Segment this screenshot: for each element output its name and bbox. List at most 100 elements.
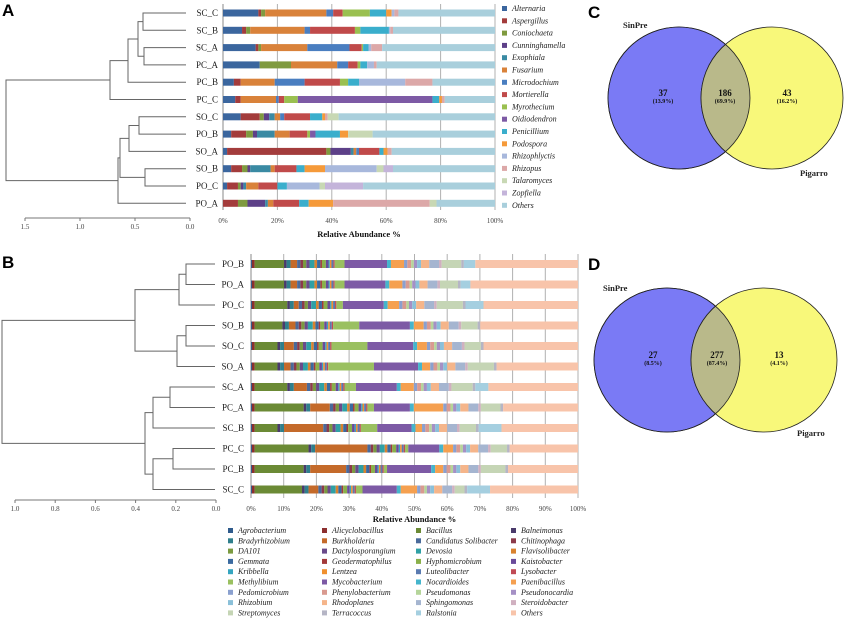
bar-segment-chitinophaga: PC_A Chitinophaga: 0.8% [333,403,336,412]
bar-segment-sphingomonas: SC_B Sphingomonas: 3.0% [447,424,458,432]
sample-label: SO_B [196,164,218,174]
bar-segment-fusarium: PC_C Fusarium: 13.0% [240,96,277,103]
bar-segment-lysobacter: PO_C Lysobacter: 0.4% [335,301,337,309]
sample-label: PO_C [196,181,218,191]
bar-segment-da101: PO_B DA101: 1.0% [302,260,307,268]
bar-segment-others: PO_A Others: 32.9% [470,280,578,289]
bar-segment-others: PO_C Others: 28.9% [483,301,578,309]
bar-segment-burkholderia: SO_C Burkholderia: 3.0% [284,342,294,350]
legend-label: Lentzea [331,567,357,576]
bar-segment-alternaria: PC_C Alternaria: 4.5% [223,96,236,103]
dendrogram-branch [152,396,215,429]
bar-segment-cunninghamella: PO_C Cunninghamella: 1.0% [240,182,244,190]
bar-segment-others: PC_C Others: 18.5% [444,96,495,103]
bar-segment-luteolibacter: PO_C Luteolibacter: 0.6% [333,301,336,309]
bar-segment-pseudonocardia: PC_C Pseudonocardia: 1.0% [462,444,467,453]
bar-segment-streptomyces: PO_B Streptomyces: 6.0% [441,260,462,268]
bar-segment-ralstonia: SC_A Ralstonia: 4.0% [475,383,489,391]
bar-segment-mortierella: SO_B Mortierella: 8.0% [274,165,297,173]
bar-segment-da101: PC_B DA101: 1.0% [352,465,356,473]
bar-segment-pseudomonas: SC_C Pseudomonas: 0.8% [424,485,427,494]
legend-swatch [228,600,233,606]
dendrogram-tick-label: 1.0 [11,505,20,513]
panel-d-venn: 27(8.5%) 277(87.4%) 13(4.1%) SinPre Pigarro [593,283,838,438]
bar-segment-fusarium: SO_A Fusarium: 1.0% [353,147,357,155]
dendrogram-tick-label: 1.0 [76,223,85,231]
bar-segment-pseudonocardia: SC_C Pseudonocardia: 1.0% [426,485,431,494]
bar-segment-gemmata: SC_A Gemmata: 1.0% [326,383,331,391]
x-tick-label: 30% [343,505,356,513]
bar-segment-nocardioides: SC_C Nocardioides: 1.2% [396,485,401,494]
sample-label: PC_A [196,60,219,70]
bar-segment-lysobacter: PO_A Lysobacter: 0.4% [333,280,335,289]
legend-label: Agrobacterium [237,526,286,535]
sample-label: PC_A [222,403,245,413]
bar-segment-steroidobacter: PC_C Steroidobacter: 0.8% [488,444,491,453]
bar-segment-methylibium: SC_A Methylibium: 3.5% [344,383,356,391]
bar-segment-bradyrhizobium: SO_B Bradyrhizobium: 1.2% [285,321,289,330]
bar-segment-microdochium: SC_C Microdochium: 2.5% [326,9,334,17]
bar-segment-balneimonas: SO_B Balneimonas: 0.8% [282,321,286,330]
bar-segment-penicillium: SO_B Penicillium: 3.0% [296,165,305,173]
panel-label-c: C [588,3,600,22]
bar-segment-kribbella: PO_B Kribbella: 0.4% [328,260,330,268]
bar-segment-steroidobacter: SO_A Steroidobacter: 0.8% [465,362,468,371]
legend-swatch [322,528,327,533]
bar-segment-devosia: SC_A Devosia: 1.5% [319,383,325,391]
bar-segment-pedomicrobium: SC_B Pedomicrobium: 1.0% [422,424,426,432]
legend-swatch [228,548,233,554]
bar-segment-rhizophlyctis: PO_C Rhizophlyctis: 12.0% [286,182,320,190]
bar-segment-terracoccus: PO_C Terracoccus: 0.8% [462,301,466,309]
venn-count-shared: 277 [710,350,724,360]
bar-segment-podospora: PC_C Podospora: 1.0% [439,96,442,103]
bar-segment-dactylosporangium: PC_C Dactylosporangium: 1.0% [376,444,380,453]
bar-segment-geodermatophilus: PO_A Geodermatophilus: 0.5% [320,280,322,289]
bar-segment-others: PC_C Others: 20.9% [509,444,578,453]
bar-segment-zopfiella: SO_B Zopfiella: 3.5% [383,165,393,173]
venn-count-shared: 186 [718,88,732,98]
bar-segment-gemmata: SC_C Gemmata: 1.0% [338,485,342,494]
bar-segment-penicillium: PO_C Penicillium: 3.5% [277,182,287,190]
bar-segment-bradyrhizobium: SO_A Bradyrhizobium: 1.2% [280,362,285,371]
legend-label: Rhizobium [237,598,272,607]
bar-segment-kaistobacter: SO_B Kaistobacter: 0.8% [324,321,327,330]
legend-swatch [322,569,327,575]
bar-segment-streptomyces: PO_A Streptomyces: 5.5% [440,280,458,289]
bar-segment-bradyrhizobium: PC_B Bradyrhizobium: 1.2% [306,465,311,473]
x-tick-label: 100% [487,217,504,225]
bar-segment-pseudomonas: PO_B Pseudomonas: 0.8% [411,260,414,268]
bar-segment-bradyrhizobium: PO_C Bradyrhizobium: 1.2% [289,301,294,309]
bar-segment-flavisolibacter: SO_B Flavisolibacter: 0.8% [312,321,316,330]
bar-segment-balneimonas: PO_B Balneimonas: 0.8% [284,260,287,268]
bar-segment-methylibium: PO_B Methylibium: 3.0% [334,260,345,268]
bar-segment-dactylosporangium: SO_B Dactylosporangium: 1.0% [304,321,308,330]
bar-segment-steroidobacter: SO_B Steroidobacter: 0.8% [458,321,462,330]
bar-segment-candidatus-solibacter: SO_A Candidatus Solibacter: 1.0% [290,362,294,371]
bar-segment-ralstonia: PO_B Ralstonia: 3.5% [463,260,476,268]
legend-label: Coniochaeta [512,29,553,38]
dendrogram-tick-label: 0.8 [51,505,60,513]
bar-segment-lysobacter: SO_A Lysobacter: 0.4% [326,362,329,371]
legend-swatch [416,569,421,575]
bar-segment-rhodoplanes: PO_A Rhodoplanes: 2.5% [419,280,428,289]
dendrogram-branch [185,263,215,285]
bar-segment-alternaria: PO_C Alternaria: 1.5% [223,182,228,190]
sample-label: PO_B [222,259,244,269]
venn-percent-right-only: (4.1%) [770,360,788,367]
legend-swatch [228,538,233,544]
bar-segment-kribbella: PO_C Kribbella: 0.4% [330,301,332,309]
bar-segment-hyphomicrobium: SO_C Hyphomicrobium: 1.2% [318,342,323,350]
bar-segment-sphingomonas: PC_A Sphingomonas: 3.0% [468,403,479,412]
bar-segment-da101: SC_C DA101: 1.0% [324,485,328,494]
bar-segment-dactylosporangium: SO_C Dactylosporangium: 1.0% [302,342,307,350]
bar-segment-fusarium: PO_A Fusarium: 2.0% [267,199,274,207]
x-tick-label: 0% [218,217,228,225]
bar-segment-flavisolibacter: SO_A Flavisolibacter: 0.8% [307,362,311,371]
bar-segment-rhizophlyctis: SC_A Rhizophlyctis: 1.0% [368,44,372,52]
bar-segment-phenylobacterium: PO_A Phenylobacterium: 1.2% [405,280,410,289]
bar-segment-flavisolibacter: PC_B Flavisolibacter: 0.8% [363,465,367,473]
bar-segment-hyphomicrobium: PC_B Hyphomicrobium: 1.2% [371,465,375,473]
bar-segment-lentzea: SC_A Lentzea: 0.5% [339,383,342,391]
bar-segment-gemmata: SO_B Gemmata: 1.0% [315,321,319,330]
bar-segment-geodermatophilus: PO_C Geodermatophilus: 0.5% [321,301,324,309]
